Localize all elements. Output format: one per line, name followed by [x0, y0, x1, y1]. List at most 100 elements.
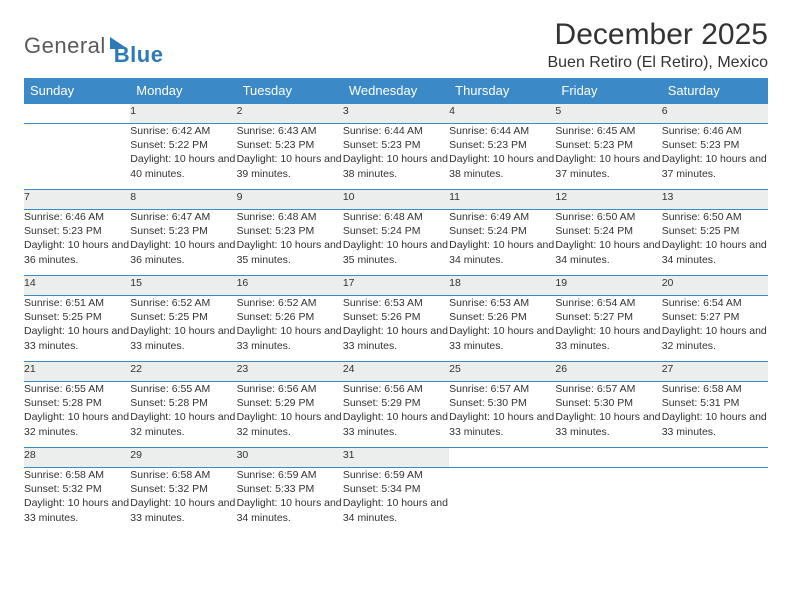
sunset-line: Sunset: 5:26 PM — [449, 310, 555, 324]
daylight-line: Daylight: 10 hours and 32 minutes. — [662, 324, 768, 352]
day-number-cell: 12 — [555, 190, 661, 210]
day-number-row: 78910111213 — [24, 190, 768, 210]
sunrise-line: Sunrise: 6:54 AM — [662, 296, 768, 310]
brand-triangle-icon — [110, 33, 132, 49]
sunset-line: Sunset: 5:23 PM — [343, 138, 449, 152]
day-content-cell: Sunrise: 6:54 AMSunset: 5:27 PMDaylight:… — [662, 296, 768, 362]
day-content-row: Sunrise: 6:55 AMSunset: 5:28 PMDaylight:… — [24, 382, 768, 448]
day-number-cell: 18 — [449, 276, 555, 296]
sunrise-line: Sunrise: 6:58 AM — [130, 468, 236, 482]
day-number-cell — [449, 448, 555, 468]
day-content-cell: Sunrise: 6:57 AMSunset: 5:30 PMDaylight:… — [555, 382, 661, 448]
sunrise-line: Sunrise: 6:42 AM — [130, 124, 236, 138]
header: General Blue December 2025 Buen Retiro (… — [24, 18, 768, 72]
day-content-cell: Sunrise: 6:44 AMSunset: 5:23 PMDaylight:… — [449, 124, 555, 190]
day-number-cell: 8 — [130, 190, 236, 210]
sunset-line: Sunset: 5:23 PM — [555, 138, 661, 152]
sunrise-line: Sunrise: 6:44 AM — [343, 124, 449, 138]
sunset-line: Sunset: 5:23 PM — [237, 138, 343, 152]
daylight-line: Daylight: 10 hours and 32 minutes. — [130, 410, 236, 438]
day-number-cell: 6 — [662, 104, 768, 124]
day-number-cell: 9 — [237, 190, 343, 210]
day-content-cell: Sunrise: 6:56 AMSunset: 5:29 PMDaylight:… — [343, 382, 449, 448]
day-content-cell: Sunrise: 6:58 AMSunset: 5:32 PMDaylight:… — [24, 468, 130, 534]
day-content-cell — [24, 124, 130, 190]
sunrise-line: Sunrise: 6:56 AM — [343, 382, 449, 396]
sunset-line: Sunset: 5:28 PM — [130, 396, 236, 410]
daylight-line: Daylight: 10 hours and 33 minutes. — [449, 410, 555, 438]
day-number-row: 123456 — [24, 104, 768, 124]
sunrise-line: Sunrise: 6:58 AM — [24, 468, 130, 482]
daylight-line: Daylight: 10 hours and 36 minutes. — [24, 238, 130, 266]
sunrise-line: Sunrise: 6:50 AM — [662, 210, 768, 224]
sunset-line: Sunset: 5:34 PM — [343, 482, 449, 496]
day-content-cell: Sunrise: 6:47 AMSunset: 5:23 PMDaylight:… — [130, 210, 236, 276]
sunset-line: Sunset: 5:30 PM — [555, 396, 661, 410]
day-number-cell: 1 — [130, 104, 236, 124]
sunset-line: Sunset: 5:32 PM — [130, 482, 236, 496]
daylight-line: Daylight: 10 hours and 32 minutes. — [237, 410, 343, 438]
weekday-header: Wednesday — [343, 78, 449, 104]
sunrise-line: Sunrise: 6:48 AM — [343, 210, 449, 224]
daylight-line: Daylight: 10 hours and 34 minutes. — [555, 238, 661, 266]
sunset-line: Sunset: 5:24 PM — [343, 224, 449, 238]
sunset-line: Sunset: 5:30 PM — [449, 396, 555, 410]
day-content-cell: Sunrise: 6:49 AMSunset: 5:24 PMDaylight:… — [449, 210, 555, 276]
daylight-line: Daylight: 10 hours and 36 minutes. — [130, 238, 236, 266]
sunrise-line: Sunrise: 6:56 AM — [237, 382, 343, 396]
sunset-line: Sunset: 5:29 PM — [237, 396, 343, 410]
daylight-line: Daylight: 10 hours and 38 minutes. — [449, 152, 555, 180]
sunrise-line: Sunrise: 6:57 AM — [449, 382, 555, 396]
sunrise-line: Sunrise: 6:50 AM — [555, 210, 661, 224]
day-number-cell — [662, 448, 768, 468]
day-number-cell: 28 — [24, 448, 130, 468]
day-content-cell: Sunrise: 6:43 AMSunset: 5:23 PMDaylight:… — [237, 124, 343, 190]
weekday-header: Monday — [130, 78, 236, 104]
brand-logo: General Blue — [24, 24, 163, 68]
daylight-line: Daylight: 10 hours and 37 minutes. — [555, 152, 661, 180]
day-number-cell: 20 — [662, 276, 768, 296]
sunset-line: Sunset: 5:22 PM — [130, 138, 236, 152]
sunset-line: Sunset: 5:25 PM — [662, 224, 768, 238]
day-content-cell: Sunrise: 6:55 AMSunset: 5:28 PMDaylight:… — [24, 382, 130, 448]
sunset-line: Sunset: 5:23 PM — [24, 224, 130, 238]
day-content-cell: Sunrise: 6:51 AMSunset: 5:25 PMDaylight:… — [24, 296, 130, 362]
sunrise-line: Sunrise: 6:58 AM — [662, 382, 768, 396]
day-number-cell: 21 — [24, 362, 130, 382]
sunrise-line: Sunrise: 6:47 AM — [130, 210, 236, 224]
day-number-cell: 19 — [555, 276, 661, 296]
sunset-line: Sunset: 5:32 PM — [24, 482, 130, 496]
daylight-line: Daylight: 10 hours and 33 minutes. — [343, 324, 449, 352]
day-content-cell — [662, 468, 768, 534]
day-number-cell: 22 — [130, 362, 236, 382]
daylight-line: Daylight: 10 hours and 38 minutes. — [343, 152, 449, 180]
day-number-cell: 17 — [343, 276, 449, 296]
sunrise-line: Sunrise: 6:55 AM — [130, 382, 236, 396]
sunset-line: Sunset: 5:25 PM — [24, 310, 130, 324]
daylight-line: Daylight: 10 hours and 33 minutes. — [130, 496, 236, 524]
location-subtitle: Buen Retiro (El Retiro), Mexico — [547, 54, 768, 72]
weekday-header: Tuesday — [237, 78, 343, 104]
sunrise-line: Sunrise: 6:46 AM — [662, 124, 768, 138]
brand-part1: General — [24, 33, 106, 59]
sunrise-line: Sunrise: 6:48 AM — [237, 210, 343, 224]
day-content-cell: Sunrise: 6:48 AMSunset: 5:23 PMDaylight:… — [237, 210, 343, 276]
day-number-cell: 5 — [555, 104, 661, 124]
sunset-line: Sunset: 5:27 PM — [662, 310, 768, 324]
daylight-line: Daylight: 10 hours and 33 minutes. — [662, 410, 768, 438]
day-number-cell: 2 — [237, 104, 343, 124]
daylight-line: Daylight: 10 hours and 40 minutes. — [130, 152, 236, 180]
weekday-header: Sunday — [24, 78, 130, 104]
calendar-page: General Blue December 2025 Buen Retiro (… — [0, 0, 792, 534]
day-number-row: 21222324252627 — [24, 362, 768, 382]
sunrise-line: Sunrise: 6:44 AM — [449, 124, 555, 138]
daylight-line: Daylight: 10 hours and 33 minutes. — [130, 324, 236, 352]
day-number-cell: 25 — [449, 362, 555, 382]
day-content-cell: Sunrise: 6:46 AMSunset: 5:23 PMDaylight:… — [662, 124, 768, 190]
day-content-cell: Sunrise: 6:58 AMSunset: 5:31 PMDaylight:… — [662, 382, 768, 448]
day-number-row: 14151617181920 — [24, 276, 768, 296]
day-number-cell: 30 — [237, 448, 343, 468]
day-number-cell: 16 — [237, 276, 343, 296]
day-content-cell: Sunrise: 6:56 AMSunset: 5:29 PMDaylight:… — [237, 382, 343, 448]
day-number-cell: 26 — [555, 362, 661, 382]
